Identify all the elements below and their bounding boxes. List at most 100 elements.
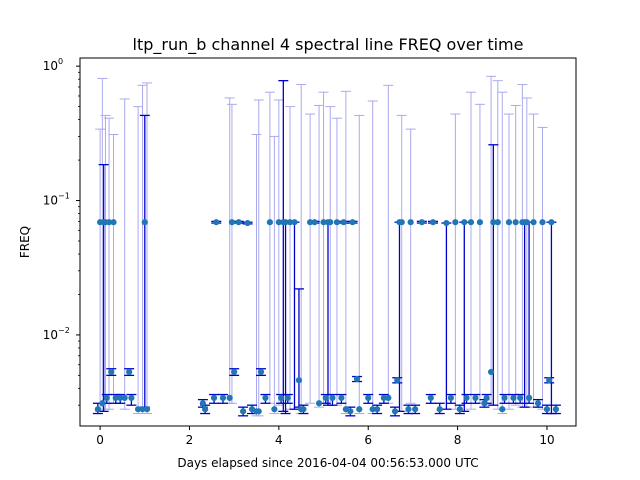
data-point xyxy=(300,406,307,413)
data-point xyxy=(94,406,101,413)
data-point xyxy=(463,394,470,401)
data-point xyxy=(436,406,443,413)
data-point xyxy=(412,406,419,413)
data-point xyxy=(338,394,345,401)
data-point xyxy=(329,394,336,401)
plot-area xyxy=(92,75,561,417)
data-point xyxy=(398,219,405,226)
y-tick-label: 10 xyxy=(43,194,58,208)
data-point xyxy=(322,394,329,401)
data-point xyxy=(99,400,106,407)
x-tick-label: 8 xyxy=(454,433,462,447)
data-point xyxy=(512,219,519,226)
data-point xyxy=(548,219,555,226)
data-point xyxy=(391,408,399,415)
data-point xyxy=(315,400,323,407)
x-tick-label: 2 xyxy=(186,433,194,447)
data-point xyxy=(291,219,298,226)
data-point xyxy=(255,408,262,415)
data-point xyxy=(539,219,546,226)
data-point xyxy=(481,400,488,407)
axes-frame xyxy=(79,57,577,427)
data-point xyxy=(199,400,206,407)
data-point xyxy=(231,368,238,376)
x-tick-label: 6 xyxy=(364,433,372,447)
data-point xyxy=(427,394,434,401)
x-tick-label: 0 xyxy=(96,433,104,447)
data-point xyxy=(271,406,278,413)
data-point xyxy=(494,219,501,226)
data-point xyxy=(517,394,524,401)
data-point xyxy=(356,406,363,413)
data-point xyxy=(510,394,517,401)
data-point xyxy=(266,219,274,226)
x-tick-label: 10 xyxy=(539,433,554,447)
y-tick-label: 10 xyxy=(43,328,58,342)
data-markers xyxy=(94,219,559,415)
data-point xyxy=(210,394,218,401)
data-point xyxy=(525,394,533,401)
data-point xyxy=(295,377,303,384)
data-point xyxy=(499,406,506,413)
data-point xyxy=(429,219,437,226)
data-point xyxy=(472,394,479,401)
data-point xyxy=(523,219,530,226)
data-point xyxy=(327,219,334,226)
data-point xyxy=(546,377,553,384)
data-point xyxy=(126,368,133,376)
data-point xyxy=(530,219,537,226)
data-point xyxy=(143,406,151,413)
faint-errorbars xyxy=(95,75,548,417)
data-point xyxy=(239,408,247,415)
data-point xyxy=(257,368,265,376)
data-point xyxy=(141,219,148,226)
data-point xyxy=(262,394,269,401)
data-point xyxy=(226,394,233,401)
data-point xyxy=(487,368,495,376)
data-point xyxy=(121,394,128,401)
data-point xyxy=(374,406,381,413)
data-point xyxy=(443,219,450,227)
data-point xyxy=(405,406,412,413)
data-point xyxy=(461,219,468,226)
data-point xyxy=(103,394,110,401)
data-point xyxy=(219,394,227,401)
y-tick-exponent: 0 xyxy=(58,57,63,66)
data-point xyxy=(108,368,115,376)
data-point xyxy=(110,219,117,226)
data-point xyxy=(501,394,508,401)
data-point xyxy=(447,394,454,401)
y-tick-exponent: −2 xyxy=(58,326,70,335)
y-tick-exponent: −1 xyxy=(58,192,70,201)
data-point xyxy=(340,219,347,226)
data-point xyxy=(353,375,361,383)
data-point xyxy=(407,219,414,226)
data-point xyxy=(385,394,392,401)
chart-title: ltp_run_b channel 4 spectral line FREQ o… xyxy=(133,35,524,55)
data-point xyxy=(534,400,542,407)
data-point xyxy=(228,219,236,226)
data-point xyxy=(277,394,285,401)
data-point xyxy=(365,394,372,401)
data-point xyxy=(476,219,484,226)
x-tick-label: 4 xyxy=(275,433,283,447)
data-point xyxy=(467,219,475,226)
data-point xyxy=(349,219,356,226)
data-point xyxy=(552,406,559,413)
data-point xyxy=(394,377,401,384)
data-point xyxy=(235,219,242,226)
data-point xyxy=(284,394,291,401)
x-axis-label: Days elapsed since 2016-04-04 00:56:53.0… xyxy=(177,456,478,470)
data-point xyxy=(456,406,463,413)
data-point xyxy=(202,406,209,413)
data-point xyxy=(418,219,425,226)
data-point xyxy=(483,394,490,401)
data-point xyxy=(505,219,513,226)
data-point xyxy=(543,406,551,413)
y-axis-label: FREQ xyxy=(18,226,32,258)
data-point xyxy=(244,219,251,227)
data-point xyxy=(213,219,220,226)
y-tick-label: 10 xyxy=(43,59,58,73)
